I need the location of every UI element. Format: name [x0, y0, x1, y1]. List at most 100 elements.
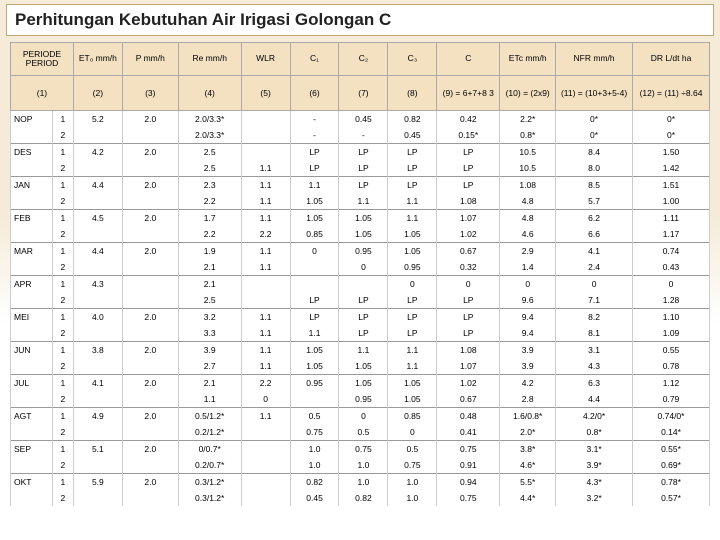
cell: 1.05	[339, 226, 388, 243]
cell: 1.08	[437, 193, 500, 210]
cell	[11, 325, 53, 342]
colnum-3: (3)	[122, 76, 178, 111]
cell: 1.1	[241, 259, 290, 276]
cell: LP	[388, 292, 437, 309]
cell: 0*	[633, 111, 710, 128]
cell	[241, 457, 290, 474]
cell: 4.5	[73, 210, 122, 227]
cell: 2.3	[178, 177, 241, 194]
cell: 3.8	[73, 342, 122, 359]
cell: 6.6	[556, 226, 633, 243]
cell: LP	[339, 309, 388, 326]
cell: LP	[388, 309, 437, 326]
cell: LP	[437, 309, 500, 326]
cell: LP	[388, 160, 437, 177]
cell: 0.82	[339, 490, 388, 506]
colnum-12: (12) = (11) ÷8.64	[633, 76, 710, 111]
cell: SEP	[11, 441, 53, 458]
cell: 0.2/0.7*	[178, 457, 241, 474]
cell: 1.4	[500, 259, 556, 276]
cell: 2	[52, 457, 73, 474]
cell	[122, 490, 178, 506]
cell: 0.15*	[437, 127, 500, 144]
cell: 2.0	[122, 210, 178, 227]
cell: LP	[290, 144, 339, 161]
cell: 1.05	[290, 358, 339, 375]
colnum-7: (7)	[339, 76, 388, 111]
colnum-11: (11) = (10+3+5-4)	[556, 76, 633, 111]
cell	[339, 276, 388, 293]
cell: 2.4	[556, 259, 633, 276]
cell	[73, 358, 122, 375]
cell: 1	[52, 177, 73, 194]
cell: LP	[290, 309, 339, 326]
table-row: MAR14.42.01.91.100.951.050.672.94.10.74	[11, 243, 710, 260]
cell: 0.42	[437, 111, 500, 128]
cell: 2.9	[500, 243, 556, 260]
cell: 0.95	[339, 243, 388, 260]
table-row: DES14.22.02.5LPLPLPLP10.58.41.50	[11, 144, 710, 161]
cell	[241, 127, 290, 144]
cell: 1.1	[388, 210, 437, 227]
cell: 9.6	[500, 292, 556, 309]
cell: 2	[52, 325, 73, 342]
table-row: 22.11.100.950.321.42.40.43	[11, 259, 710, 276]
col-p: P mm/h	[122, 43, 178, 76]
cell: 2.1	[178, 276, 241, 293]
cell: 0.45	[339, 111, 388, 128]
cell: 1.05	[290, 193, 339, 210]
cell	[11, 127, 53, 144]
cell: 4.3	[556, 358, 633, 375]
cell: 0.95	[339, 391, 388, 408]
col-c: C	[437, 43, 500, 76]
cell	[73, 193, 122, 210]
cell: 0.5	[339, 424, 388, 441]
cell	[241, 490, 290, 506]
cell: 2	[52, 160, 73, 177]
header-row-1: PERIODE PERIOD ET₀ mm/h P mm/h Re mm/h W…	[11, 43, 710, 76]
cell: 1.1	[241, 160, 290, 177]
cell: JUL	[11, 375, 53, 392]
col-etc: ETc mm/h	[500, 43, 556, 76]
cell: 9.4	[500, 309, 556, 326]
cell: LP	[339, 292, 388, 309]
cell: 1	[52, 375, 73, 392]
cell	[122, 276, 178, 293]
cell: 1.50	[633, 144, 710, 161]
cell: 4.4	[73, 177, 122, 194]
cell: 0.82	[388, 111, 437, 128]
cell: 1	[52, 144, 73, 161]
cell: LP	[339, 325, 388, 342]
cell: 5.7	[556, 193, 633, 210]
cell: 1.10	[633, 309, 710, 326]
colnum-1: (1)	[11, 76, 74, 111]
cell: 1	[52, 243, 73, 260]
cell: 0.85	[290, 226, 339, 243]
cell: LP	[290, 292, 339, 309]
cell: 1.0	[388, 474, 437, 491]
cell: 3.3	[178, 325, 241, 342]
cell: 2.0	[122, 474, 178, 491]
cell: 8.5	[556, 177, 633, 194]
cell: 2.0/3.3*	[178, 127, 241, 144]
cell: 1.1	[388, 358, 437, 375]
cell: 1.1	[241, 408, 290, 425]
cell: 1.1	[339, 342, 388, 359]
cell: 3.1	[556, 342, 633, 359]
cell: 8.2	[556, 309, 633, 326]
cell	[73, 292, 122, 309]
colnum-4: (4)	[178, 76, 241, 111]
cell	[241, 474, 290, 491]
cell	[73, 160, 122, 177]
cell: 0	[388, 276, 437, 293]
cell: MEI	[11, 309, 53, 326]
cell: 0.57*	[633, 490, 710, 506]
cell: 1.1	[241, 342, 290, 359]
cell	[73, 490, 122, 506]
cell: 2.0	[122, 441, 178, 458]
cell: 1.1	[241, 243, 290, 260]
cell: 1.00	[633, 193, 710, 210]
cell: 1.05	[388, 375, 437, 392]
cell: 0.75	[339, 441, 388, 458]
cell: 0	[339, 259, 388, 276]
